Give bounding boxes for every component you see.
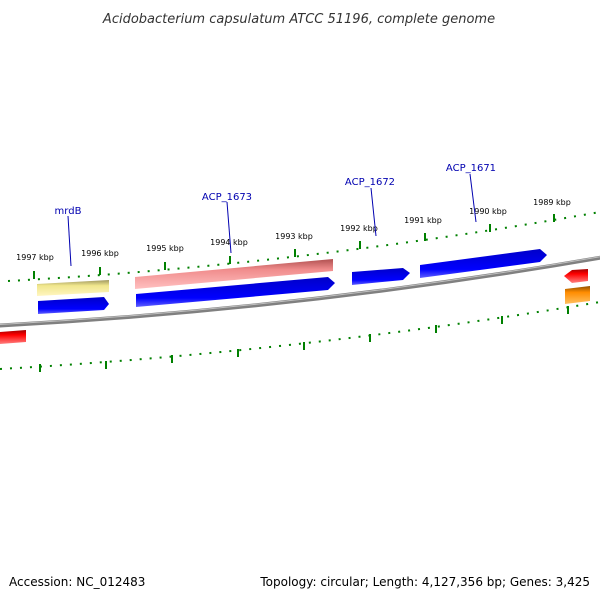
label-leader <box>226 201 232 254</box>
label-leader <box>370 187 377 237</box>
label-leader <box>469 173 477 223</box>
scale-label: 1995 kbp <box>146 244 184 253</box>
scale-labels: 1997 kbp 1996 kbp 1995 kbp 1994 kbp 1993… <box>16 198 571 262</box>
gene-label-ACP_1672[interactable]: ACP_1672 <box>345 177 395 188</box>
cds-blue-3[interactable] <box>352 268 410 285</box>
scale-label: 1992 kbp <box>340 224 378 233</box>
gene-label-ACP_1673[interactable]: ACP_1673 <box>202 192 252 203</box>
cds-blue-2[interactable] <box>136 277 335 307</box>
accession-text: Accession: NC_012483 <box>9 575 145 589</box>
gene-red-right[interactable] <box>564 269 588 283</box>
scale-label: 1993 kbp <box>275 232 313 241</box>
scale-label: 1997 kbp <box>16 253 54 262</box>
inner-scale-major-ticks <box>39 306 569 372</box>
outer-scale-ring <box>7 211 600 282</box>
cds-track <box>38 249 547 314</box>
cds-blue-4[interactable] <box>420 249 547 278</box>
genome-backbone-shade <box>0 256 600 325</box>
gene-label-mrdB[interactable]: mrdB <box>55 206 82 217</box>
scale-label: 1989 kbp <box>533 198 571 207</box>
inner-scale-ring <box>0 301 600 370</box>
scale-label: 1994 kbp <box>210 238 248 247</box>
gene-ACP_1673[interactable] <box>135 259 333 289</box>
genome-summary-text: Topology: circular; Length: 4,127,356 bp… <box>259 575 590 589</box>
gene-label-ACP_1671[interactable]: ACP_1671 <box>446 163 496 174</box>
scale-label: 1996 kbp <box>81 249 119 258</box>
scale-label: 1990 kbp <box>469 207 507 216</box>
outer-scale-major-ticks <box>33 214 555 279</box>
genome-backbone <box>0 255 600 328</box>
scale-label: 1991 kbp <box>404 216 442 225</box>
map-title: Acidobacterium capsulatum ATCC 51196, co… <box>102 12 495 27</box>
cds-blue-1[interactable] <box>38 297 109 314</box>
upper-gene-track <box>37 259 590 304</box>
label-leader <box>67 215 72 267</box>
gene-orange-right[interactable] <box>565 286 590 304</box>
gene-labels: mrdB ACP_1673 ACP_1672 ACP_1671 <box>55 163 496 267</box>
gene-mrdB[interactable] <box>37 280 109 296</box>
gene-red-left[interactable] <box>0 330 26 344</box>
